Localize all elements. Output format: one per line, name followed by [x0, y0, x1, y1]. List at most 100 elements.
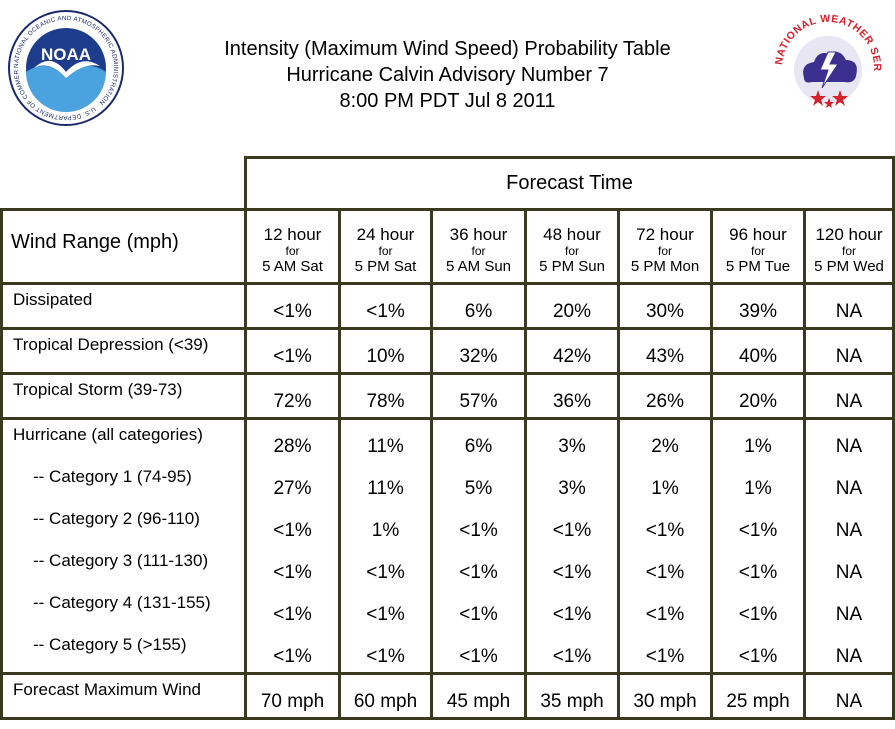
- title-block: Intensity (Maximum Wind Speed) Probabili…: [150, 36, 745, 114]
- column-hours: 72 hour: [636, 224, 694, 244]
- value-cell: 43%: [617, 327, 713, 375]
- row-labels: Tropical Storm (39-73): [0, 372, 247, 420]
- probability-value: <1%: [366, 301, 405, 322]
- table-row-group: Tropical Depression (<39) <1% 10% 32% 42% 43%…: [0, 327, 895, 375]
- column-header: 24 hour for 5 PM Sat: [338, 208, 433, 285]
- probability-value: 25 mph: [726, 691, 790, 712]
- row-label: Forecast Maximum Wind: [13, 680, 201, 699]
- column-hours: 12 hour: [263, 224, 322, 244]
- probability-value: 57%: [459, 391, 498, 412]
- column-for: for: [471, 243, 486, 258]
- probability-value: 70 mph: [260, 691, 325, 712]
- row-label: -- Category 3 (111-130): [33, 551, 209, 570]
- column-time: 5 PM Sat: [354, 257, 417, 275]
- title-line-1: Intensity (Maximum Wind Speed) Probabili…: [224, 38, 671, 60]
- row-label: Tropical Storm (39-73): [13, 380, 183, 399]
- row-label: -- Category 5 (>155): [33, 635, 187, 654]
- probability-value: 1%: [651, 478, 679, 499]
- probability-value: <1%: [459, 604, 498, 625]
- probability-value: NA: [835, 604, 863, 625]
- value-cell: 2% 1% <1% <1% <1% <1%: [617, 417, 713, 675]
- value-cell: 78%: [338, 372, 433, 420]
- row-label: -- Category 4 (131-155): [33, 593, 211, 612]
- probability-value: <1%: [459, 520, 498, 541]
- column-for: for: [841, 243, 856, 258]
- probability-value: 36%: [552, 391, 592, 412]
- probability-value: <1%: [366, 562, 405, 583]
- value-cell: NA: [803, 672, 895, 720]
- row-labels: Hurricane (all categories) -- Category 1 …: [0, 417, 247, 675]
- value-cell: <1%: [338, 282, 433, 330]
- title-line-2: Hurricane Calvin Advisory Number 7: [286, 64, 609, 86]
- value-cell: 32%: [430, 327, 527, 375]
- probability-value: NA: [835, 478, 863, 499]
- probability-value: 1%: [371, 520, 400, 541]
- probability-value: 20%: [552, 301, 592, 322]
- column-hours: 96 hour: [729, 224, 787, 244]
- column-for: for: [285, 243, 300, 258]
- table-corner: [1, 157, 247, 211]
- column-hours: 36 hour: [449, 224, 508, 244]
- probability-value: <1%: [459, 646, 498, 667]
- row-labels: Tropical Depression (<39): [0, 327, 247, 375]
- column-time: 5 PM Tue: [725, 257, 791, 275]
- probability-value: NA: [835, 691, 863, 712]
- value-cell: NA: [803, 327, 895, 375]
- column-for: for: [378, 243, 393, 258]
- probability-value: NA: [835, 391, 863, 412]
- probability-value: <1%: [273, 346, 312, 367]
- value-cell: NA: [803, 282, 895, 330]
- value-cell: 35 mph: [524, 672, 620, 720]
- probability-value: 1%: [744, 436, 772, 457]
- probability-value: NA: [835, 346, 863, 367]
- column-for: for: [657, 243, 672, 258]
- probability-value: <1%: [552, 646, 592, 667]
- column-header: 36 hour for 5 AM Sun: [430, 208, 527, 285]
- value-cell: 3% 3% <1% <1% <1% <1%: [524, 417, 620, 675]
- row-label: Dissipated: [13, 290, 93, 309]
- row-label: -- Category 2 (96-110): [33, 509, 200, 528]
- probability-value: <1%: [645, 646, 685, 667]
- column-header: 48 hour for 5 PM Sun: [524, 208, 620, 285]
- probability-value: <1%: [366, 646, 405, 667]
- column-for: for: [750, 243, 765, 258]
- probability-value: 20%: [738, 391, 778, 412]
- value-cell: 45 mph: [430, 672, 527, 720]
- title-line-3: 8:00 PM PDT Jul 8 2011: [339, 90, 556, 112]
- probability-value: 45 mph: [446, 691, 511, 712]
- column-hours: 120 hour: [815, 224, 883, 244]
- noaa-logo: NATIONAL OCEANIC AND ATMOSPHERIC ADMINIS…: [4, 3, 126, 128]
- value-cell: 36%: [524, 372, 620, 420]
- forecast-time-header: Forecast Time: [244, 156, 895, 211]
- probability-value: 6%: [464, 436, 493, 457]
- column-hours: 48 hour: [543, 224, 601, 244]
- column-time: 5 PM Sun: [539, 257, 605, 275]
- value-cell: 72%: [244, 372, 341, 420]
- probability-value: NA: [835, 436, 863, 457]
- wind-range-header: Wind Range (mph): [0, 208, 247, 285]
- probability-value: NA: [835, 520, 863, 541]
- value-cell: 60 mph: [338, 672, 433, 720]
- probability-value: 27%: [273, 478, 312, 499]
- row-label: Hurricane (all categories): [13, 425, 203, 444]
- probability-value: <1%: [645, 520, 685, 541]
- value-cell: 20%: [524, 282, 620, 330]
- value-cell: 20%: [710, 372, 806, 420]
- probability-value: <1%: [273, 520, 312, 541]
- probability-value: <1%: [459, 562, 498, 583]
- page-header: NATIONAL OCEANIC AND ATMOSPHERIC ADMINIS…: [0, 0, 895, 150]
- probability-value: 60 mph: [353, 691, 418, 712]
- column-time: 5 PM Wed: [814, 257, 884, 275]
- probability-value: <1%: [645, 562, 685, 583]
- probability-value: <1%: [552, 562, 592, 583]
- probability-value: 43%: [645, 346, 685, 367]
- probability-value: 78%: [366, 391, 405, 412]
- probability-value: 35 mph: [540, 691, 604, 712]
- probability-value: <1%: [552, 520, 592, 541]
- value-cell: 40%: [710, 327, 806, 375]
- column-header: 96 hour for 5 PM Tue: [710, 208, 806, 285]
- row-label: Tropical Depression (<39): [13, 335, 209, 354]
- value-cell: 39%: [710, 282, 806, 330]
- probability-value: NA: [835, 562, 863, 583]
- probability-value: NA: [835, 646, 863, 667]
